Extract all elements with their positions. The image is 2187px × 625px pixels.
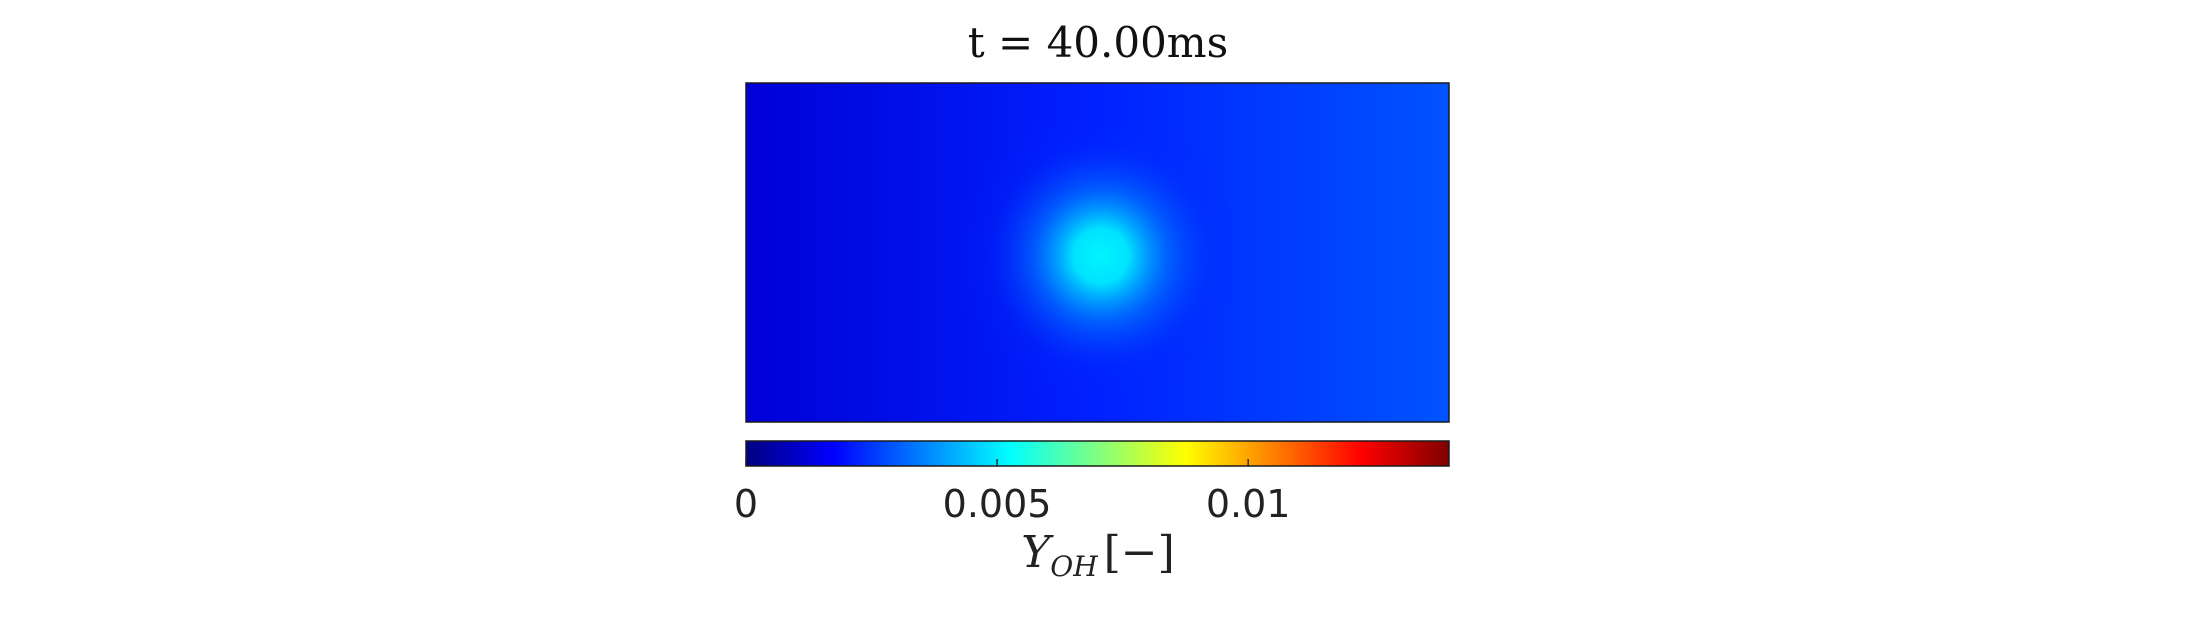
colorbar-tick-label: 0 [734, 482, 758, 526]
heatmap-border [745, 82, 1450, 423]
colorbar-label-subscript: OH [1050, 550, 1098, 583]
colorbar-tick-label: 0.01 [1206, 482, 1291, 526]
heatmap-field [746, 83, 1449, 422]
chart-title: t = 40.00ms [968, 18, 1228, 67]
colorbar-label-symbol: Y [1021, 527, 1054, 578]
heatmap-hotspot [951, 105, 1252, 406]
colorbar-label-unit: [−] [1104, 527, 1175, 578]
colorbar-tick-label: 0.005 [943, 482, 1052, 526]
colorbar-ticks: 0 0.005 0.01 [734, 459, 1291, 526]
colorbar: 0 0.005 0.01 [734, 440, 1450, 526]
colorbar-bar [745, 440, 1450, 467]
colorbar-label: YOH [−] [1021, 527, 1175, 583]
